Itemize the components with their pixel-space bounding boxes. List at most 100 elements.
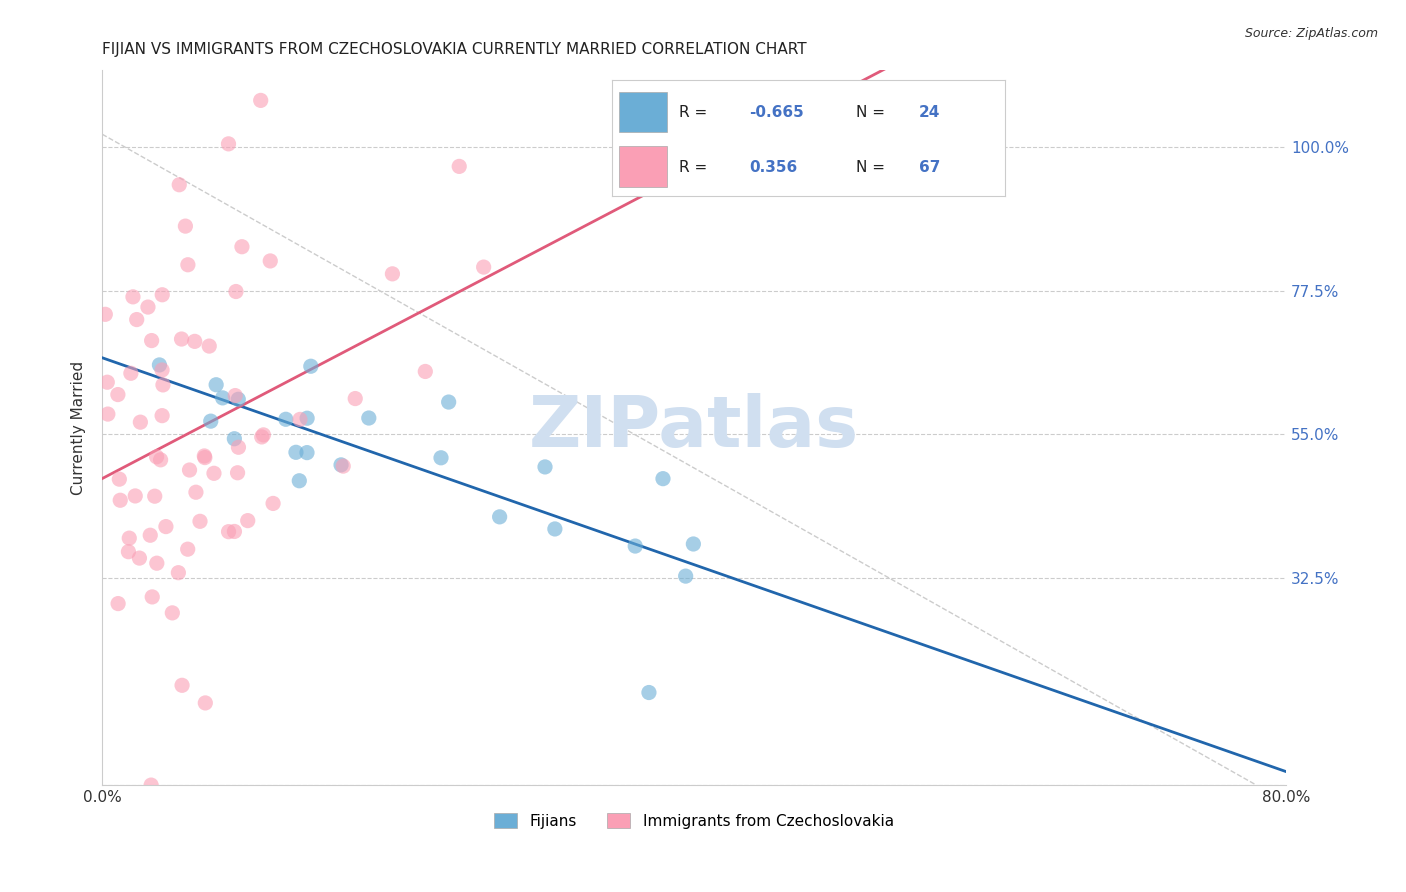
Fijians	[624, 539, 647, 553]
Immigrants from Czechoslovakia	[108, 472, 131, 486]
Text: R =: R =	[679, 105, 711, 120]
Immigrants from Czechoslovakia	[226, 466, 249, 480]
Immigrants from Czechoslovakia	[344, 392, 367, 406]
Immigrants from Czechoslovakia	[107, 597, 129, 611]
Immigrants from Czechoslovakia	[177, 258, 200, 272]
Immigrants from Czechoslovakia	[122, 290, 145, 304]
Fijians	[330, 458, 353, 472]
Immigrants from Czechoslovakia	[224, 524, 246, 539]
Fijians	[295, 411, 318, 425]
Immigrants from Czechoslovakia	[94, 307, 117, 321]
Text: N =: N =	[856, 105, 890, 120]
Fijians	[430, 450, 453, 465]
Immigrants from Czechoslovakia	[146, 556, 169, 570]
Text: 0.356: 0.356	[749, 160, 797, 175]
Text: N =: N =	[856, 160, 890, 175]
Immigrants from Czechoslovakia	[472, 260, 495, 274]
Immigrants from Czechoslovakia	[250, 430, 273, 444]
Fijians	[488, 509, 510, 524]
Immigrants from Czechoslovakia	[184, 485, 207, 500]
Immigrants from Czechoslovakia	[107, 387, 129, 401]
Text: ZIPatlas: ZIPatlas	[529, 393, 859, 462]
Immigrants from Czechoslovakia	[150, 287, 173, 301]
Text: -0.665: -0.665	[749, 105, 804, 120]
Immigrants from Czechoslovakia	[183, 334, 205, 349]
Immigrants from Czechoslovakia	[228, 440, 250, 454]
Immigrants from Czechoslovakia	[124, 489, 146, 503]
Immigrants from Czechoslovakia	[125, 312, 148, 326]
Immigrants from Czechoslovakia	[170, 678, 193, 692]
Immigrants from Czechoslovakia	[162, 606, 184, 620]
Immigrants from Czechoslovakia	[236, 514, 259, 528]
Immigrants from Czechoslovakia	[249, 94, 271, 108]
Immigrants from Czechoslovakia	[145, 450, 167, 464]
Fijians	[226, 392, 249, 407]
Immigrants from Czechoslovakia	[193, 449, 215, 463]
Immigrants from Czechoslovakia	[174, 219, 197, 234]
Fijians	[437, 395, 460, 409]
Immigrants from Czechoslovakia	[136, 300, 159, 314]
Immigrants from Czechoslovakia	[449, 160, 471, 174]
Immigrants from Czechoslovakia	[143, 489, 166, 503]
Immigrants from Czechoslovakia	[179, 463, 201, 477]
Immigrants from Czechoslovakia	[177, 542, 200, 557]
Immigrants from Czechoslovakia	[252, 428, 274, 442]
Immigrants from Czechoslovakia	[413, 364, 436, 378]
Immigrants from Czechoslovakia	[149, 453, 172, 467]
Immigrants from Czechoslovakia	[170, 332, 193, 346]
Immigrants from Czechoslovakia	[259, 254, 281, 268]
Immigrants from Czechoslovakia	[152, 378, 174, 392]
Immigrants from Czechoslovakia	[141, 590, 163, 604]
Immigrants from Czechoslovakia	[96, 376, 118, 390]
Immigrants from Czechoslovakia	[194, 696, 217, 710]
Text: Source: ZipAtlas.com: Source: ZipAtlas.com	[1244, 27, 1378, 40]
Fijians	[288, 474, 311, 488]
Immigrants from Czechoslovakia	[262, 496, 284, 510]
Fijians	[299, 359, 322, 374]
Immigrants from Czechoslovakia	[202, 467, 225, 481]
Fijians	[274, 412, 297, 426]
Immigrants from Czechoslovakia	[155, 519, 177, 533]
Immigrants from Czechoslovakia	[224, 388, 246, 402]
Immigrants from Czechoslovakia	[218, 136, 240, 151]
Immigrants from Czechoslovakia	[218, 524, 240, 539]
Immigrants from Czechoslovakia	[150, 363, 173, 377]
Immigrants from Czechoslovakia	[117, 544, 139, 558]
Fijians	[224, 432, 246, 446]
Immigrants from Czechoslovakia	[167, 566, 190, 580]
Immigrants from Czechoslovakia	[231, 240, 253, 254]
FancyBboxPatch shape	[620, 146, 666, 187]
Immigrants from Czechoslovakia	[225, 285, 247, 299]
Immigrants from Czechoslovakia	[120, 366, 142, 380]
Immigrants from Czechoslovakia	[139, 528, 162, 542]
Immigrants from Czechoslovakia	[141, 334, 163, 348]
Immigrants from Czechoslovakia	[118, 531, 141, 545]
Immigrants from Czechoslovakia	[129, 415, 152, 429]
Immigrants from Czechoslovakia	[188, 514, 211, 528]
Immigrants from Czechoslovakia	[139, 778, 162, 792]
Immigrants from Czechoslovakia	[288, 412, 311, 426]
Fijians	[200, 414, 222, 428]
Immigrants from Czechoslovakia	[110, 493, 132, 508]
Fijians	[295, 445, 318, 459]
Text: 67: 67	[918, 160, 941, 175]
Immigrants from Czechoslovakia	[167, 178, 190, 192]
Fijians	[652, 472, 675, 486]
FancyBboxPatch shape	[620, 92, 666, 132]
Fijians	[544, 522, 567, 536]
Text: 24: 24	[918, 105, 941, 120]
Immigrants from Czechoslovakia	[97, 407, 120, 421]
Fijians	[675, 569, 697, 583]
Fijians	[205, 377, 228, 392]
Legend: Fijians, Immigrants from Czechoslovakia: Fijians, Immigrants from Czechoslovakia	[488, 806, 900, 835]
Immigrants from Czechoslovakia	[198, 339, 221, 353]
Text: R =: R =	[679, 160, 711, 175]
Text: FIJIAN VS IMMIGRANTS FROM CZECHOSLOVAKIA CURRENTLY MARRIED CORRELATION CHART: FIJIAN VS IMMIGRANTS FROM CZECHOSLOVAKIA…	[103, 42, 807, 57]
Fijians	[357, 411, 380, 425]
Fijians	[211, 391, 233, 405]
Immigrants from Czechoslovakia	[381, 267, 404, 281]
Fijians	[284, 445, 307, 459]
Immigrants from Czechoslovakia	[332, 459, 354, 474]
Immigrants from Czechoslovakia	[194, 450, 217, 465]
Fijians	[148, 358, 170, 372]
